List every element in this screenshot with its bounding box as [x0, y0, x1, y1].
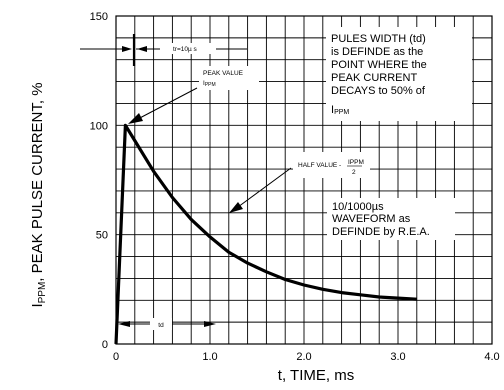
rise-time-marker: tr=10µ s [66, 34, 247, 66]
y-tick-label: 150 [90, 11, 108, 23]
peak-value-callout: PEAK VALUE IPPM [128, 66, 259, 124]
td-arrow-icon [118, 321, 130, 327]
pulse-width-note-line: PEAK CURRENT [331, 72, 417, 84]
peak-value-label: PEAK VALUE [203, 70, 244, 77]
pulse-width-note-box [326, 27, 472, 121]
half-value-arrow-icon [229, 202, 243, 213]
y-axis-title: IPPM, PEAK PULSE CURRENT, % [29, 82, 48, 307]
rise-time-label: tr=10µ s [173, 46, 198, 53]
pulse-width-note-line: PULES WIDTH (td) [331, 33, 426, 45]
x-tick-label: 4.0 [484, 351, 499, 363]
td-label: td [158, 322, 164, 329]
waveform-note-line: WAVEFORM as [332, 213, 411, 225]
x-tick-label: 0 [113, 351, 119, 363]
half-value-denominator: 2 [352, 169, 356, 176]
plot-frame [115, 15, 493, 345]
waveform-note-line: DEFINDE by R.E.A. [332, 226, 430, 238]
x-tick-label: 1.0 [202, 351, 217, 363]
td-marker: td [118, 318, 216, 330]
y-tick-label: 100 [90, 120, 108, 132]
pulse-width-note-ippm: IPPM [331, 104, 349, 116]
half-value-label: HALF VALUE - [298, 162, 341, 169]
peak-value-arrow-icon [128, 113, 143, 124]
pulse-width-note: PULES WIDTH (td) is DEFINDE as the POINT… [331, 33, 427, 116]
y-tick-labels: 0 50 100 150 [90, 11, 108, 351]
y-tick-label: 0 [102, 339, 108, 351]
rise-time-arrow-icon [137, 46, 147, 52]
half-value-numerator: IPPM [348, 159, 364, 166]
half-value-callout: HALF VALUE - IPPM 2 [229, 152, 370, 213]
x-tick-labels: 0 1.0 2.0 3.0 4.0 [113, 351, 500, 363]
rise-time-arrow-icon [122, 46, 132, 52]
peak-value-ippm: IPPM [203, 80, 216, 88]
pulse-width-note-line: DECAYS to 50% of [331, 85, 426, 97]
y-tick-label: 50 [96, 230, 108, 242]
waveform-note-line: 10/1000µs [332, 201, 384, 213]
waveform-note-box [327, 198, 455, 240]
x-tick-label: 2.0 [296, 351, 311, 363]
pulse-width-note-line: POINT WHERE the [331, 59, 427, 71]
x-axis-title: t, TIME, ms [278, 367, 354, 384]
td-arrow-icon [204, 321, 216, 327]
x-tick-label: 3.0 [390, 351, 405, 363]
series-line [114, 123, 417, 345]
waveform-note: 10/1000µs WAVEFORM as DEFINDE by R.E.A. [332, 201, 430, 238]
pulse-width-note-line: is DEFINDE as the [331, 46, 423, 58]
